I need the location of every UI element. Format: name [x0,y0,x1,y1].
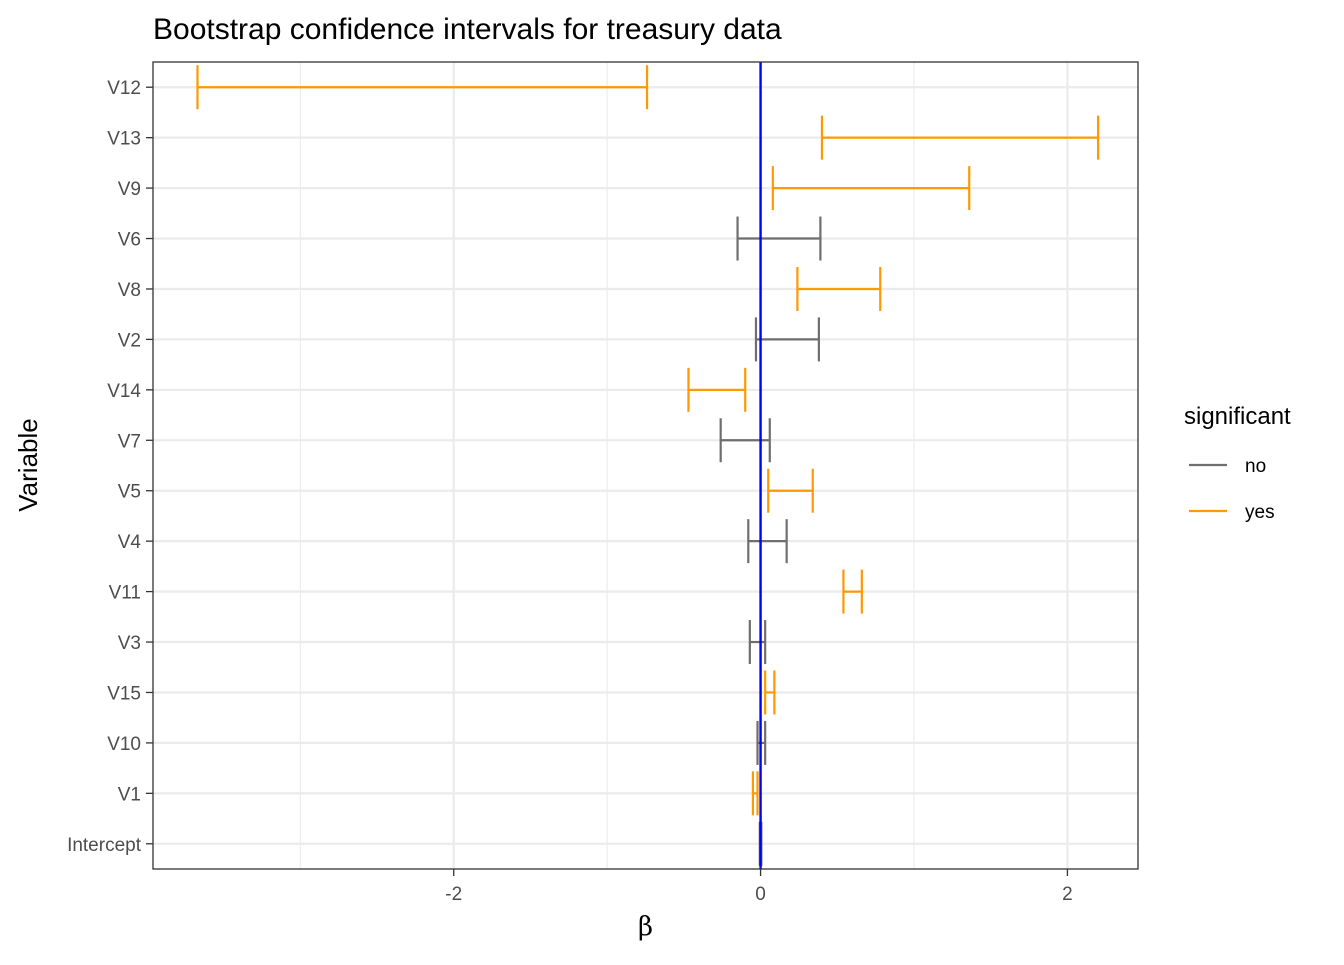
y-tick-label: V13 [107,129,141,150]
errorbar-v2 [754,317,820,362]
legend-label: no [1245,456,1266,477]
errorbar-v12 [196,65,649,110]
errorbar-v5 [767,468,814,513]
errorbar-v11 [842,569,863,614]
plot-panel [153,62,1138,869]
legend-title: significant [1184,403,1291,430]
x-tick-label: 2 [1062,884,1073,905]
y-tick-label: V2 [118,330,141,351]
errorbar-v14 [687,367,747,412]
y-tick-label: V12 [107,78,141,99]
y-tick-label: V1 [118,784,141,805]
errorbar-v1 [751,771,759,816]
y-axis: V12 V13 V9 V6 V8 V2 V14 V7 V5 V4 V11 V3 V15 V10 V1 Inte… [67,78,153,856]
x-tick-label: 0 [755,884,766,905]
errorbar-v8 [796,266,882,311]
y-tick-label: Intercept [67,835,142,856]
errorbar-v4 [747,519,788,564]
y-tick-label: V9 [118,179,141,200]
minor-grid [299,62,915,869]
chart-title: Bootstrap confidence intervals for treas… [153,13,782,46]
y-tick-label: V7 [118,431,141,452]
errorbar-v3 [748,620,767,665]
x-tick-label: -2 [445,884,462,905]
errorbar-v6 [736,216,822,261]
y-tick-label: V4 [118,532,142,553]
plot-panel-border [152,61,1139,870]
x-axis: -2 0 2 [445,869,1073,905]
legend: significant no yes [1184,403,1291,523]
y-tick-label: V5 [118,482,141,503]
legend-label: yes [1245,502,1275,523]
errorbar-v15 [764,670,776,715]
y-tick-label: V15 [107,683,141,704]
y-tick-label: V8 [118,280,141,301]
x-axis-title: β [638,912,653,942]
y-tick-label: V11 [109,583,141,604]
errorbar-v13 [820,115,1100,160]
errorbar-v9 [771,166,971,211]
y-tick-label: V3 [118,633,141,654]
major-grid-y [153,86,1138,845]
y-tick-label: V10 [107,734,141,755]
y-axis-title: Variable [13,418,43,511]
y-tick-label: V6 [118,230,141,251]
legend-entry-yes: yes [1189,502,1275,523]
legend-entry-no: no [1189,456,1266,477]
y-tick-label: V14 [107,381,141,402]
